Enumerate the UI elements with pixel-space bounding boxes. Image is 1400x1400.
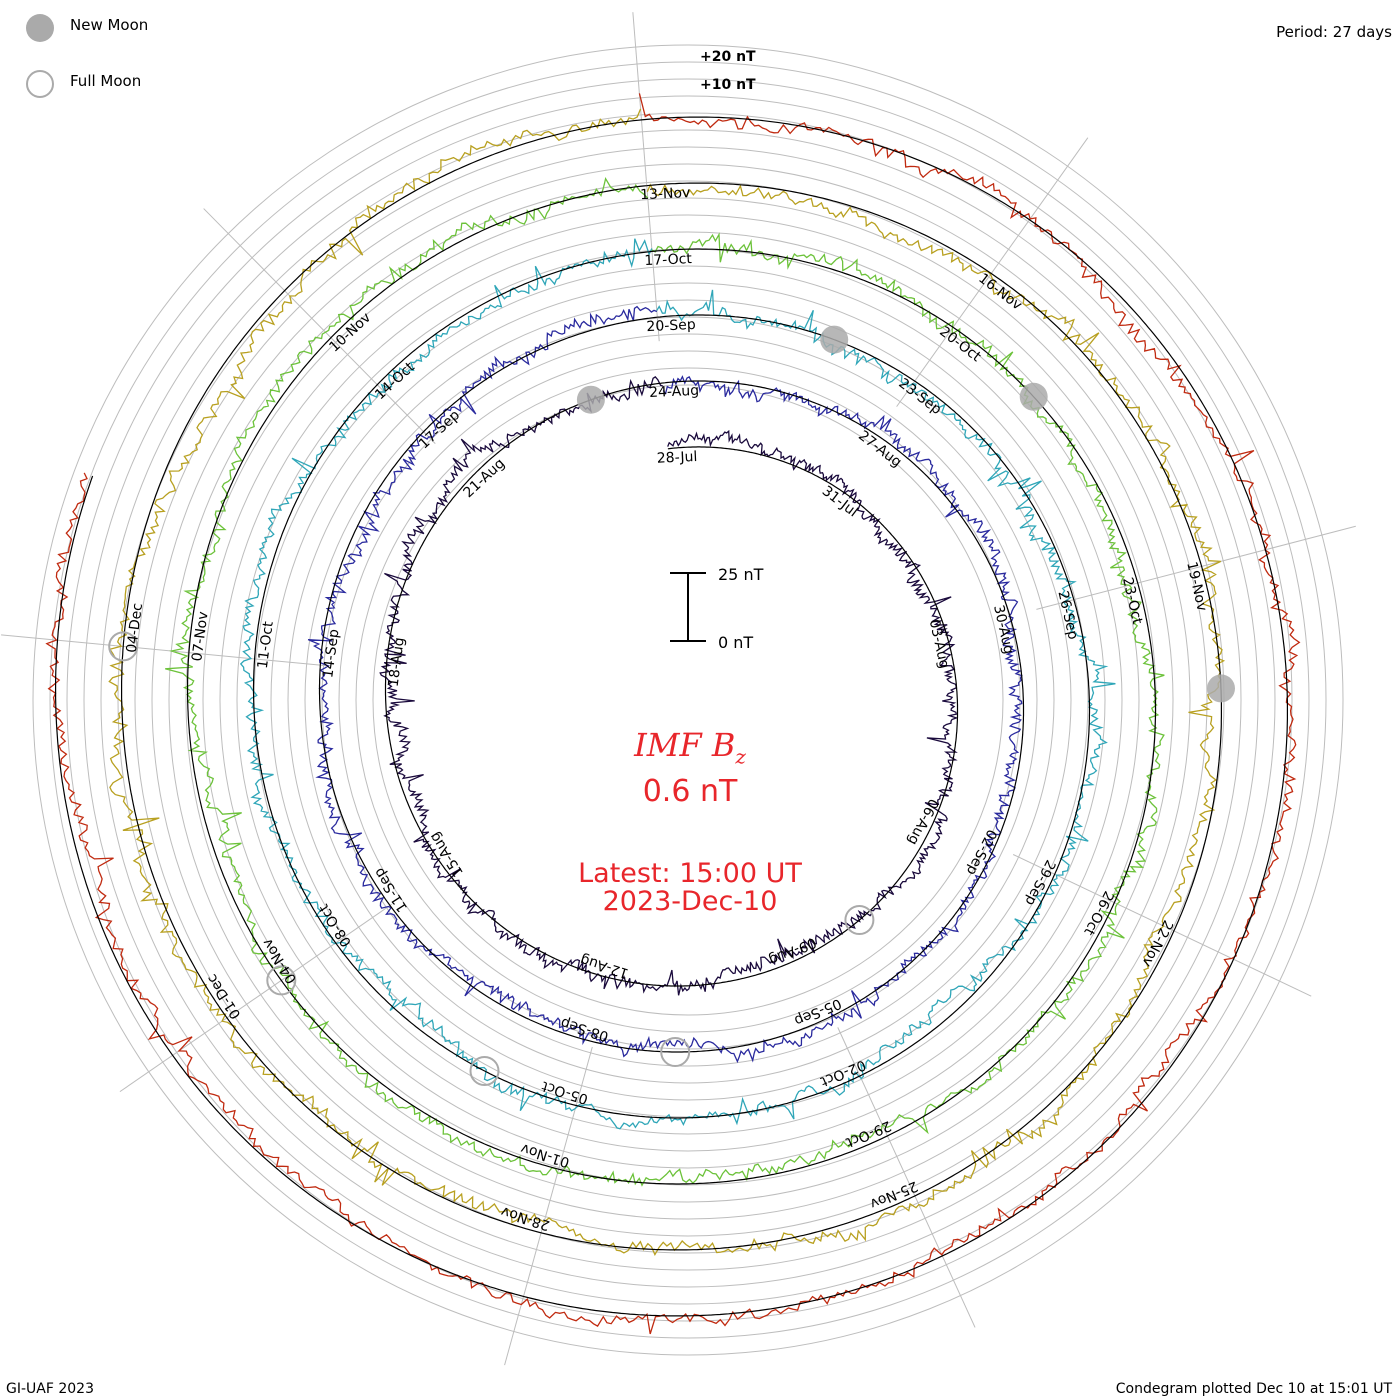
period-label: Period: 27 days <box>1276 23 1392 41</box>
grid-rings <box>32 44 1344 1356</box>
date-label: 20-Sep <box>646 317 696 335</box>
date-label: 25-Nov <box>867 1178 919 1212</box>
rotation-series-line <box>108 108 1226 1257</box>
date-label: 10-Nov <box>326 310 374 356</box>
credit-label: GI-UAF 2023 <box>6 1381 94 1397</box>
grid-ring <box>49 61 1327 1339</box>
spoke-line <box>203 208 436 444</box>
new-moon-marker <box>1019 382 1048 411</box>
spoke-line <box>896 137 1089 407</box>
rotation-series-line <box>45 93 1301 1335</box>
spoke-line <box>1012 854 1312 997</box>
zero-baselines <box>54 116 1289 1317</box>
zero-baseline <box>54 116 1289 1317</box>
grid-ring <box>202 214 1174 1186</box>
spoke-line <box>632 12 660 342</box>
scale-bar-bottom-label: 0 nT <box>718 633 753 652</box>
full-moon-marker <box>266 965 297 996</box>
grid-ring <box>185 197 1191 1203</box>
ring-label-second: +10 nT <box>700 77 756 93</box>
zero-baseline <box>120 119 1223 1251</box>
spoke-line <box>119 903 392 1093</box>
legend-new-moon-label: New Moon <box>70 16 149 34</box>
date-label: 02-Sep <box>963 827 1000 878</box>
parameter-title: IMF Bz <box>490 726 890 768</box>
new-moon-marker <box>576 385 605 414</box>
new-moon-marker <box>1207 674 1235 703</box>
date-label: 18-Aug <box>386 636 408 688</box>
date-label: 17-Oct <box>644 251 693 269</box>
date-label: 29-Oct <box>843 1117 893 1150</box>
date-label: 22-Nov <box>1138 917 1175 969</box>
spoke-line <box>504 1046 593 1366</box>
date-label: 17-Sep <box>416 407 463 452</box>
grid-ring <box>168 180 1208 1220</box>
full-moon-marker <box>108 631 139 662</box>
grid-ring <box>304 316 1072 1084</box>
date-label: 29-Sep <box>1021 857 1058 908</box>
latest-value: 0.6 nT <box>642 774 738 809</box>
grid-ring <box>287 299 1089 1101</box>
zero-baseline <box>252 250 1091 1119</box>
grid-ring <box>83 95 1293 1305</box>
grid-ring <box>66 78 1310 1322</box>
scale-bar-top-label: 25 nT <box>718 565 764 584</box>
scale-bar: 25 nT 0 nT <box>670 565 764 652</box>
grid-ring <box>219 231 1157 1169</box>
date-label: 04-Dec <box>124 602 146 654</box>
date-label: 02-Oct <box>818 1056 868 1089</box>
date-label: 14-Sep <box>320 628 342 679</box>
date-label: 09-Aug <box>766 934 818 968</box>
date-label: 13-Nov <box>640 185 691 203</box>
grid-ring <box>372 384 1004 1016</box>
spoke-line <box>1 634 330 667</box>
full-moon-marker <box>660 1037 691 1067</box>
new-moon-marker <box>820 325 849 354</box>
rotation-series-line <box>307 305 1023 1064</box>
rotation-series-line <box>239 238 1116 1130</box>
plotted-label: Condegram plotted Dec 10 at 15:01 UT <box>1115 1381 1392 1397</box>
zero-baseline <box>187 185 1157 1185</box>
date-label: 07-Nov <box>189 611 211 663</box>
zero-baseline <box>384 382 959 987</box>
grid-ring <box>117 129 1259 1271</box>
parameter-name: IMF B <box>634 726 736 764</box>
grid-ring <box>32 44 1344 1356</box>
moon-phase-markers <box>108 325 1235 1086</box>
date-label: 14-Oct <box>372 359 418 403</box>
date-labels: 28-Jul31-Jul03-Aug06-Aug09-Aug12-Aug15-A… <box>124 185 1210 1233</box>
full-moon-marker <box>469 1056 500 1086</box>
zero-baseline <box>318 316 1025 1053</box>
grid-ring <box>134 146 1242 1254</box>
parameter-subscript: z <box>735 744 746 769</box>
grid-ring <box>100 112 1276 1288</box>
date-label: 11-Oct <box>255 620 277 670</box>
date-label: 31-Jul <box>819 483 861 520</box>
ring-label-top: +20 nT <box>700 49 756 65</box>
rotation-series-line <box>379 376 959 996</box>
date-label: 28-Jul <box>657 449 698 467</box>
grid-ring <box>270 282 1106 1118</box>
date-label: 21-Aug <box>461 456 509 502</box>
date-label: 24-Aug <box>649 383 700 401</box>
legend-full-moon-label: Full Moon <box>70 72 142 90</box>
grid-ring <box>321 333 1055 1067</box>
spoke-line <box>1036 525 1356 610</box>
latest-date: 2023-Dec-10 <box>602 886 778 917</box>
date-label: 26-Sep <box>1055 589 1081 641</box>
full-moon-icon <box>26 70 54 98</box>
new-moon-icon <box>26 14 54 42</box>
latest-time: Latest: 15:00 UT <box>578 858 802 889</box>
full-moon-marker <box>844 905 875 935</box>
rotation-series <box>45 93 1301 1335</box>
